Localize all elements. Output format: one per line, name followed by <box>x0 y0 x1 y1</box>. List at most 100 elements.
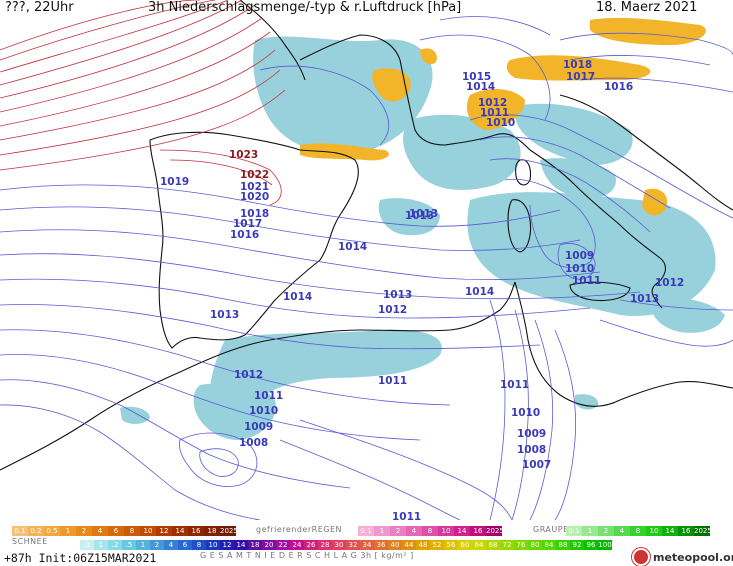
legend-swatch: 1 <box>582 526 598 536</box>
legend-swatch: 22 <box>276 540 290 550</box>
pressure-label: 1010 <box>511 407 540 419</box>
freezing-rain-caption: gefrierenderREGEN <box>256 525 342 534</box>
legend-swatch: 14 <box>234 540 248 550</box>
pressure-label: 1013 <box>405 210 434 222</box>
legend-swatch: 10 <box>438 526 454 536</box>
legend-swatch: 16 <box>470 526 486 536</box>
pressure-label: 1017 <box>566 71 595 83</box>
legend-swatch: 84 <box>542 540 556 550</box>
legend-swatch: 8 <box>630 526 646 536</box>
pressure-label: 1010 <box>249 405 278 417</box>
pressure-label: 1017 <box>233 218 262 230</box>
pressure-label: 1011 <box>254 390 283 402</box>
pressure-label: 1023 <box>229 149 258 161</box>
legend-swatch: 2025+ <box>694 526 710 536</box>
coast-sicily <box>569 281 631 302</box>
pressure-label: 1011 <box>500 379 529 391</box>
legend-swatch: 18 <box>204 526 220 536</box>
pressure-label: 1010 <box>565 263 594 275</box>
rain-area-adriatic <box>515 103 633 165</box>
legend-swatch: 10 <box>206 540 220 550</box>
coast-corsica <box>515 159 532 186</box>
coast-britain <box>239 0 306 81</box>
snow-area-alps-east <box>420 48 437 65</box>
graupel-caption: GRAUPEL <box>533 525 574 534</box>
legend-swatch: 2 <box>598 526 614 536</box>
pressure-precipitation-map: 1023102210211020101910181017101610141014… <box>0 0 733 520</box>
legend-swatch: 8 <box>422 526 438 536</box>
legend-swatch: 0.1 <box>12 526 28 536</box>
legend-swatch: 4 <box>406 526 422 536</box>
legend-swatch: 12 <box>156 526 172 536</box>
pressure-label: 1011 <box>392 511 421 520</box>
pressure-label: 1021 <box>240 181 269 193</box>
legend-swatch: 80 <box>528 540 542 550</box>
pressure-label: 1007 <box>522 459 551 471</box>
legend-swatch: 1 <box>136 540 150 550</box>
legend-swatch: 2025+ <box>220 526 236 536</box>
coast-adriatic <box>559 94 733 211</box>
pressure-label: 1012 <box>234 369 263 381</box>
legend-swatch: 32 <box>346 540 360 550</box>
legend-swatch: 30 <box>332 540 346 550</box>
rain-area-gulf-lion <box>403 114 521 190</box>
legend-swatch: 0.1 <box>358 526 374 536</box>
meteopool-logo-icon <box>632 548 650 566</box>
pressure-label: 1019 <box>160 176 189 188</box>
pressure-label: 1013 <box>630 293 659 305</box>
legend-swatch: 0.5 <box>44 526 60 536</box>
snow-area-alps <box>506 55 651 81</box>
pressure-label: 1013 <box>383 289 412 301</box>
legend-swatch: 0.2 <box>28 526 44 536</box>
snow-legend-caption: SCHNEE <box>12 537 48 546</box>
pressure-label: 1022 <box>240 169 269 181</box>
snow-area-massif-central <box>372 68 411 102</box>
legend-swatch: 52 <box>430 540 444 550</box>
legend-swatch: 1 <box>94 540 108 550</box>
legend-swatch: 10 <box>140 526 156 536</box>
total-precipitation-caption: G E S A M T N I E D E R S C H L A G 3h [… <box>200 551 414 560</box>
rain-area-small-1 <box>120 406 150 424</box>
pressure-label: 1013 <box>210 309 239 321</box>
coast-italy <box>494 133 666 309</box>
legend-swatch: 2025+ <box>486 526 502 536</box>
legend-swatch: 76 <box>514 540 528 550</box>
rain-area-algeria <box>209 329 442 417</box>
pressure-label: 1014 <box>466 81 495 93</box>
legend-swatch: 10 <box>646 526 662 536</box>
coast-france <box>299 34 496 146</box>
legend-swatch: 4 <box>614 526 630 536</box>
legend-swatch: .2 <box>108 540 122 550</box>
legend-swatch: 24 <box>290 540 304 550</box>
init-time: +87h Init:06Z15MAR2021 <box>4 551 157 565</box>
total-precipitation-legend: .1 1.2.5 1 2 4 6 8 10 12 14 18 20 22 24 26 28 30 32 34 36 40… <box>80 540 612 550</box>
pressure-label: 1013 <box>409 208 438 220</box>
legend-swatch: 56 <box>444 540 458 550</box>
legend-swatch: 92 <box>570 540 584 550</box>
meteopool-logo[interactable]: meteopool.org <box>632 548 733 566</box>
pressure-label: 1012 <box>478 97 507 109</box>
legend-swatch: 2 <box>76 526 92 536</box>
legend-swatch: 8 <box>192 540 206 550</box>
rain-area-tyrrhenian <box>467 192 716 316</box>
map-date: 18. Maerz 2021 <box>596 0 698 15</box>
rain-area-small-2 <box>575 394 599 410</box>
legend-swatch: 40 <box>388 540 402 550</box>
pressure-label: 1016 <box>604 81 633 93</box>
pressure-label: 1020 <box>240 191 269 203</box>
map-title: 3h Niederschlagsmenge/-typ & r.Luftdruck… <box>148 0 462 15</box>
coast-north-africa <box>0 281 516 471</box>
pressure-label: 1014 <box>465 286 494 298</box>
legend-swatch: 14 <box>172 526 188 536</box>
coast-libya <box>514 281 733 407</box>
snow-area-north <box>590 17 706 45</box>
meteopool-logo-text: meteopool.org <box>653 550 733 564</box>
legend-swatch: 36 <box>374 540 388 550</box>
legend-swatch: 16 <box>678 526 694 536</box>
pressure-label: 1010 <box>486 117 515 129</box>
pressure-label: 1018 <box>563 59 592 71</box>
